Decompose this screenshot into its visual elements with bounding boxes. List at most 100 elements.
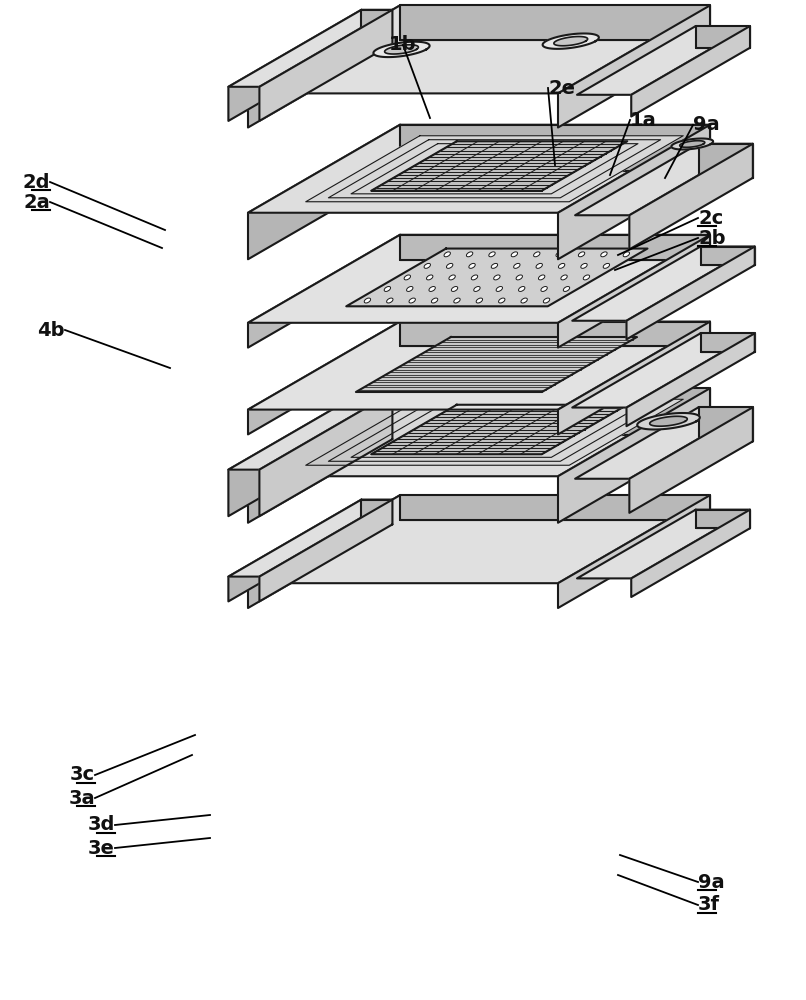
Ellipse shape [444, 252, 451, 257]
Polygon shape [558, 5, 710, 127]
Polygon shape [305, 136, 683, 202]
Polygon shape [577, 510, 750, 578]
Text: 2d: 2d [23, 172, 50, 192]
Polygon shape [558, 495, 710, 608]
Polygon shape [361, 500, 393, 524]
Ellipse shape [474, 287, 480, 291]
Ellipse shape [409, 298, 415, 303]
Polygon shape [558, 125, 710, 259]
Ellipse shape [429, 287, 435, 291]
Polygon shape [260, 500, 393, 601]
Polygon shape [248, 235, 400, 348]
Ellipse shape [404, 275, 410, 280]
Polygon shape [228, 500, 393, 577]
Polygon shape [248, 322, 400, 434]
Polygon shape [400, 388, 710, 435]
Ellipse shape [406, 287, 413, 291]
Polygon shape [248, 495, 710, 583]
Polygon shape [696, 510, 750, 528]
Ellipse shape [600, 252, 607, 257]
Text: 3f: 3f [698, 896, 720, 914]
Ellipse shape [364, 298, 371, 303]
Polygon shape [572, 333, 754, 408]
Polygon shape [361, 10, 393, 44]
Polygon shape [228, 10, 393, 87]
Ellipse shape [424, 263, 430, 268]
Text: 3d: 3d [88, 816, 115, 834]
Polygon shape [629, 144, 753, 249]
Polygon shape [400, 322, 710, 346]
Polygon shape [356, 337, 637, 392]
Polygon shape [372, 405, 627, 454]
Ellipse shape [559, 263, 565, 268]
Text: 3e: 3e [88, 838, 115, 857]
Text: 4b: 4b [38, 320, 65, 340]
Text: 2c: 2c [698, 209, 723, 228]
Ellipse shape [387, 298, 393, 303]
Ellipse shape [536, 263, 542, 268]
Polygon shape [696, 26, 750, 48]
Polygon shape [248, 495, 400, 608]
Text: 9a: 9a [698, 872, 725, 892]
Text: 2e: 2e [548, 79, 575, 98]
Polygon shape [248, 388, 710, 476]
Ellipse shape [543, 298, 550, 303]
Polygon shape [400, 5, 710, 39]
Ellipse shape [518, 287, 525, 291]
Polygon shape [631, 26, 750, 116]
Ellipse shape [541, 287, 547, 291]
Polygon shape [372, 141, 627, 191]
Ellipse shape [499, 298, 505, 303]
Polygon shape [400, 495, 710, 520]
Polygon shape [228, 393, 393, 470]
Ellipse shape [563, 287, 570, 291]
Ellipse shape [521, 298, 527, 303]
Ellipse shape [488, 252, 495, 257]
Text: 1a: 1a [630, 110, 657, 129]
Ellipse shape [476, 298, 483, 303]
Polygon shape [700, 333, 754, 352]
Polygon shape [361, 393, 393, 439]
Text: 3a: 3a [69, 788, 95, 808]
Ellipse shape [603, 263, 609, 268]
Ellipse shape [584, 275, 590, 280]
Ellipse shape [513, 263, 520, 268]
Polygon shape [400, 235, 710, 260]
Polygon shape [228, 10, 361, 121]
Ellipse shape [496, 287, 502, 291]
Ellipse shape [623, 252, 629, 257]
Polygon shape [248, 5, 710, 93]
Polygon shape [248, 235, 710, 323]
Ellipse shape [581, 263, 588, 268]
Ellipse shape [469, 263, 476, 268]
Ellipse shape [454, 298, 460, 303]
Polygon shape [700, 246, 754, 265]
Ellipse shape [511, 252, 517, 257]
Ellipse shape [472, 275, 478, 280]
Polygon shape [577, 26, 750, 95]
Polygon shape [699, 144, 753, 178]
Text: 2b: 2b [698, 229, 725, 247]
Polygon shape [260, 393, 393, 516]
Polygon shape [228, 393, 361, 516]
Polygon shape [248, 388, 400, 523]
Ellipse shape [426, 275, 433, 280]
Polygon shape [400, 125, 710, 171]
Polygon shape [626, 246, 754, 339]
Polygon shape [638, 413, 700, 429]
Polygon shape [699, 407, 753, 441]
Ellipse shape [491, 263, 497, 268]
Ellipse shape [447, 263, 453, 268]
Polygon shape [384, 45, 418, 54]
Polygon shape [558, 235, 710, 348]
Polygon shape [629, 407, 753, 513]
Polygon shape [679, 141, 704, 147]
Polygon shape [572, 246, 754, 321]
Ellipse shape [451, 287, 458, 291]
Polygon shape [347, 249, 647, 306]
Polygon shape [248, 5, 400, 127]
Polygon shape [650, 416, 688, 426]
Polygon shape [575, 407, 753, 479]
Polygon shape [228, 500, 361, 601]
Ellipse shape [449, 275, 455, 280]
